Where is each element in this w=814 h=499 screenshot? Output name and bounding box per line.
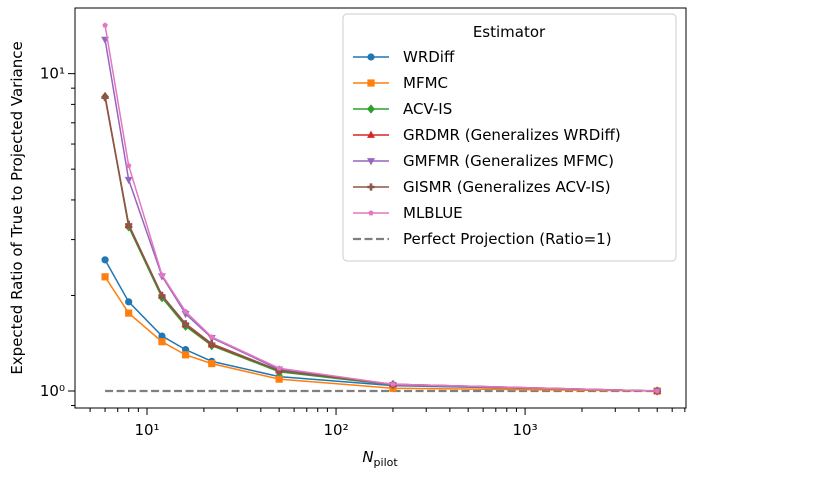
marker bbox=[158, 291, 166, 300]
marker bbox=[276, 365, 282, 371]
series-line bbox=[104, 276, 658, 392]
marker bbox=[390, 381, 396, 387]
legend-box bbox=[342, 13, 677, 262]
marker bbox=[102, 22, 108, 28]
legend-label: MFMC bbox=[403, 74, 448, 92]
legend-label: GRDMR (Generalizes WRDiff) bbox=[403, 126, 621, 144]
marker bbox=[125, 309, 133, 317]
legend-marker bbox=[367, 104, 375, 114]
legend-marker bbox=[367, 183, 375, 191]
series-line bbox=[104, 25, 658, 392]
legend-label: Perfect Projection (Ratio=1) bbox=[403, 230, 612, 248]
x-tick-label: 10² bbox=[323, 421, 348, 439]
x-label-main: N bbox=[362, 448, 373, 466]
marker bbox=[275, 366, 283, 375]
marker bbox=[654, 388, 660, 394]
marker bbox=[182, 308, 189, 314]
y-tick-label: 10⁰ bbox=[40, 382, 65, 400]
marker bbox=[208, 340, 216, 348]
x-axis-label: Npilot bbox=[362, 448, 398, 469]
plot-frame bbox=[74, 7, 687, 409]
y-axis-label: Expected Ratio of True to Projected Vari… bbox=[8, 41, 26, 374]
legend: Estimator WRDiff MFMC ACV-IS GRDMR (Generali… bbox=[342, 13, 677, 262]
marker bbox=[101, 256, 109, 264]
x-label-sub: pilot bbox=[374, 456, 399, 469]
legend-label: GISMR (Generalizes ACV-IS) bbox=[403, 178, 611, 196]
legend-marker bbox=[368, 210, 374, 216]
marker bbox=[158, 332, 166, 340]
legend-label: WRDiff bbox=[403, 48, 455, 66]
legend-label: ACV-IS bbox=[403, 100, 452, 118]
legend-marker bbox=[367, 79, 375, 87]
marker bbox=[125, 220, 133, 228]
legend-marker bbox=[367, 130, 375, 138]
marker bbox=[181, 351, 190, 359]
legend-marker bbox=[367, 53, 375, 61]
x-tick-label: 10¹ bbox=[134, 421, 159, 439]
y-tick-label: 10¹ bbox=[40, 65, 65, 83]
legend-title: Estimator bbox=[473, 23, 546, 41]
marker bbox=[124, 176, 133, 185]
marker bbox=[158, 338, 166, 346]
marker bbox=[159, 272, 165, 278]
x-tick-label: 10³ bbox=[513, 421, 538, 439]
marker bbox=[101, 273, 109, 281]
marker bbox=[181, 320, 190, 328]
marker bbox=[125, 298, 133, 306]
marker bbox=[208, 359, 216, 368]
marker bbox=[101, 94, 109, 102]
legend-label: GMFMR (Generalizes MFMC) bbox=[403, 152, 614, 170]
series-line bbox=[104, 259, 658, 392]
marker bbox=[125, 162, 132, 168]
legend-marker bbox=[367, 158, 375, 166]
legend-label: MLBLUE bbox=[403, 204, 463, 222]
marker bbox=[208, 334, 215, 340]
marker bbox=[275, 375, 283, 383]
